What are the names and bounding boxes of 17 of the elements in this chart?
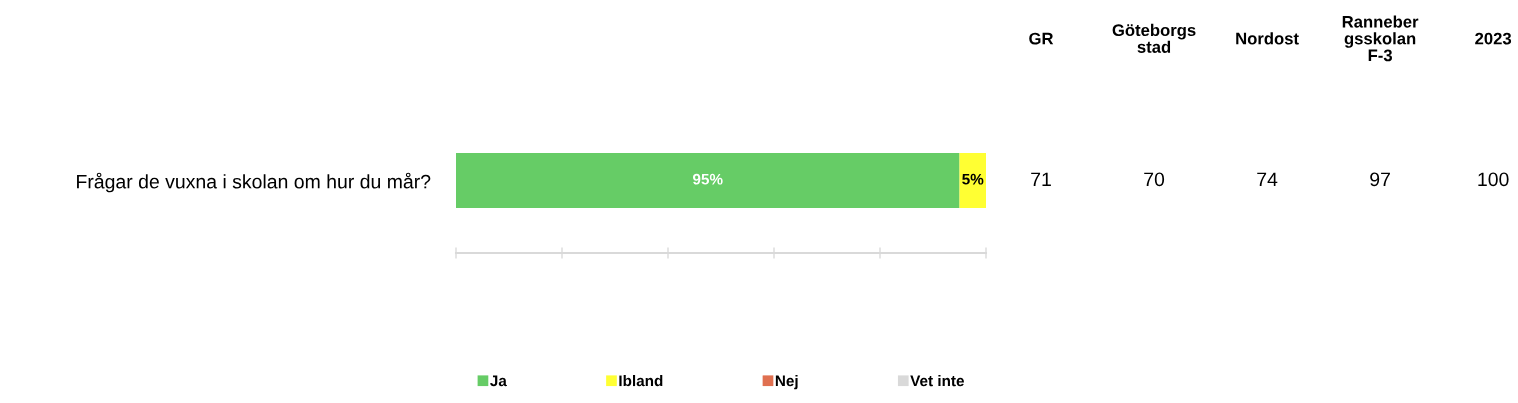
data-label: 74 [1257,172,1278,187]
data-label: 97 [1370,172,1390,187]
legend-label: Vet inte [910,375,964,387]
legend-label: Ibland [619,375,663,387]
data-label: 71 [1031,172,1051,187]
data-label: 70 [1144,172,1165,187]
data-label: 5% [962,173,984,185]
category-label: Ranneber gsskolan F-3 [1342,15,1419,62]
y-tick-label: Frågar de vuxna i skolan om hur du mår? [77,172,431,193]
category-label: 2023 [1475,32,1512,45]
legend-label: Ja [490,375,507,387]
data-label: 95% [692,173,723,185]
category-label: Göteborgs stad [1112,23,1196,53]
category-label: GR [1029,32,1054,45]
data-label: 100 [1478,172,1509,187]
legend-label: Nej [775,375,798,390]
category-label: Nordost [1236,32,1299,45]
